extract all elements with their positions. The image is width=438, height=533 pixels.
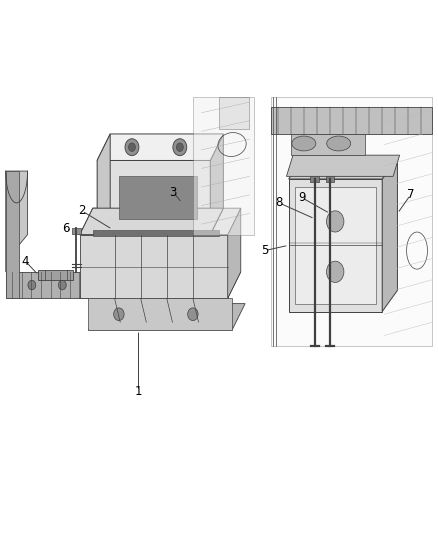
Polygon shape bbox=[80, 208, 241, 235]
Polygon shape bbox=[93, 230, 219, 236]
Text: 8: 8 bbox=[276, 196, 283, 209]
Polygon shape bbox=[193, 97, 254, 235]
Text: 6: 6 bbox=[62, 222, 70, 235]
Polygon shape bbox=[311, 174, 319, 182]
Polygon shape bbox=[6, 272, 88, 298]
Polygon shape bbox=[295, 187, 376, 304]
Polygon shape bbox=[382, 158, 397, 312]
Polygon shape bbox=[286, 155, 399, 176]
Polygon shape bbox=[119, 176, 197, 219]
Polygon shape bbox=[88, 304, 245, 330]
Polygon shape bbox=[6, 171, 19, 298]
Polygon shape bbox=[271, 97, 432, 346]
Ellipse shape bbox=[327, 136, 351, 151]
Polygon shape bbox=[6, 171, 28, 272]
Text: 7: 7 bbox=[407, 189, 414, 201]
Polygon shape bbox=[325, 174, 334, 182]
Polygon shape bbox=[80, 208, 223, 235]
Polygon shape bbox=[88, 298, 232, 330]
Circle shape bbox=[28, 280, 36, 290]
Ellipse shape bbox=[292, 136, 316, 151]
Polygon shape bbox=[97, 134, 110, 235]
Circle shape bbox=[187, 308, 198, 320]
Polygon shape bbox=[97, 134, 223, 160]
Circle shape bbox=[58, 280, 66, 290]
Polygon shape bbox=[97, 160, 210, 235]
Circle shape bbox=[177, 143, 184, 151]
Polygon shape bbox=[210, 134, 223, 235]
Text: 5: 5 bbox=[261, 244, 268, 257]
Text: 1: 1 bbox=[135, 385, 142, 398]
Polygon shape bbox=[219, 97, 250, 128]
Circle shape bbox=[125, 139, 139, 156]
Circle shape bbox=[326, 211, 344, 232]
Circle shape bbox=[114, 308, 124, 320]
Text: 4: 4 bbox=[21, 255, 29, 268]
Text: 3: 3 bbox=[170, 186, 177, 199]
Polygon shape bbox=[289, 179, 382, 312]
Circle shape bbox=[326, 261, 344, 282]
Polygon shape bbox=[271, 108, 432, 134]
Circle shape bbox=[128, 143, 135, 151]
Polygon shape bbox=[80, 272, 241, 298]
Polygon shape bbox=[289, 158, 397, 179]
Polygon shape bbox=[80, 235, 228, 298]
Text: 2: 2 bbox=[78, 204, 86, 217]
Polygon shape bbox=[291, 131, 365, 155]
Polygon shape bbox=[228, 208, 241, 298]
Polygon shape bbox=[39, 270, 73, 280]
Polygon shape bbox=[72, 228, 81, 233]
Circle shape bbox=[173, 139, 187, 156]
Text: 9: 9 bbox=[298, 191, 305, 204]
